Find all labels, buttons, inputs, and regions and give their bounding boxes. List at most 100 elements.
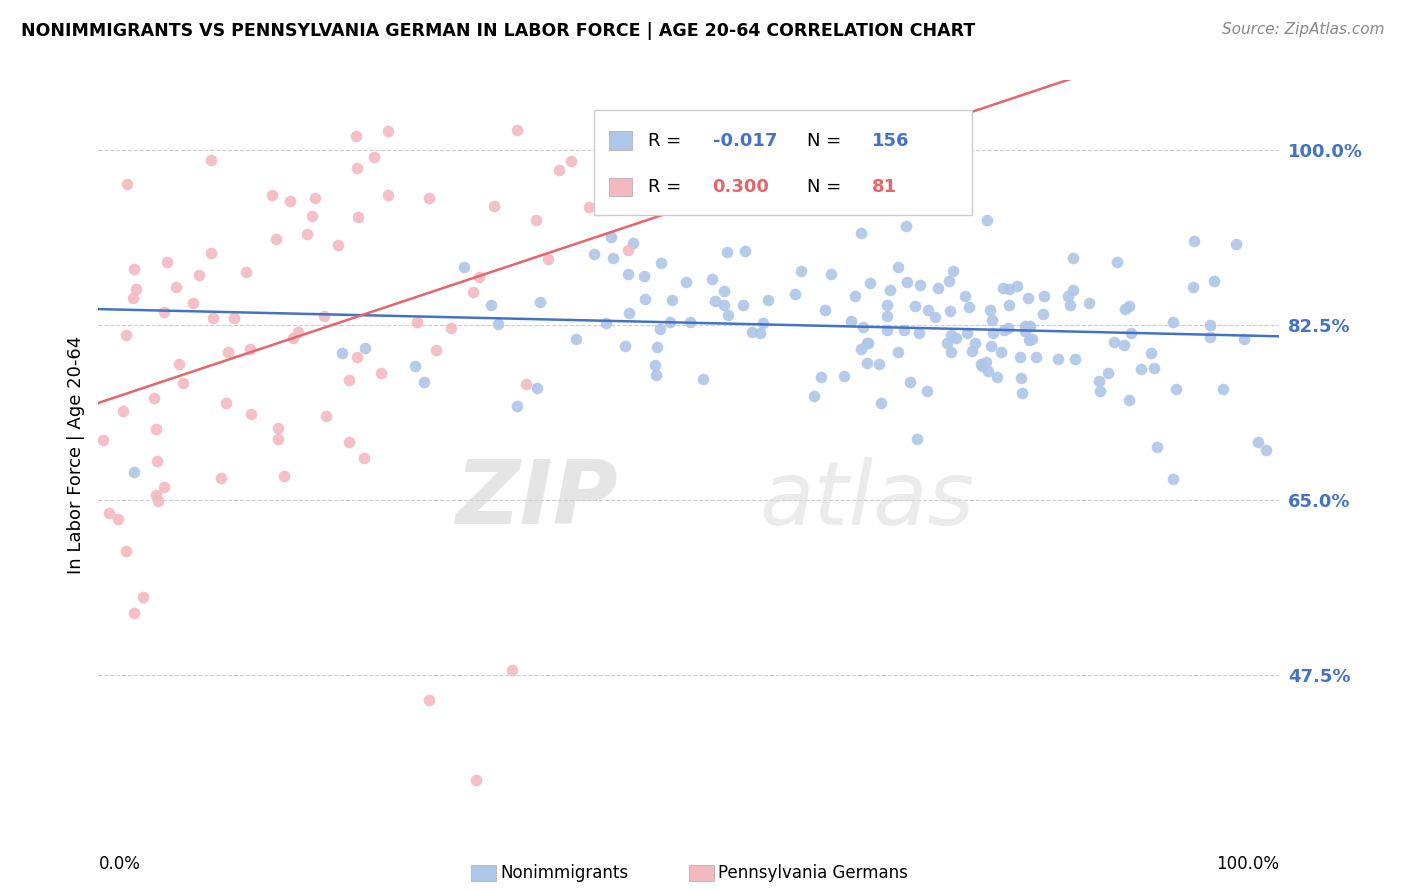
Point [941,264,963,278]
Point [692,123,714,137]
Point [1010,370,1032,384]
Point [370,366,392,380]
Point [852,320,875,334]
Point [614,339,637,353]
Point [224,311,246,326]
Point [1118,299,1140,313]
Point [506,123,529,137]
Point [650,256,672,270]
Point [267,421,290,435]
Point [418,692,440,706]
Point [700,271,723,285]
Point [898,375,921,389]
Point [1199,318,1222,332]
Text: 0.300: 0.300 [713,178,769,196]
Point [965,335,987,350]
Point [1088,384,1111,398]
Point [132,590,155,604]
Point [904,299,927,313]
Point [283,331,305,345]
Point [856,356,879,370]
Point [1063,351,1085,366]
Point [614,123,637,137]
Point [1010,350,1032,364]
Text: ZIP: ZIP [456,457,619,543]
Point [1057,289,1080,303]
Point [560,153,582,168]
Point [713,285,735,299]
Point [617,305,640,319]
Point [526,381,548,395]
Point [644,368,666,382]
Point [1247,435,1270,450]
Point [1019,318,1042,333]
Point [917,302,939,317]
Point [679,315,702,329]
Point [122,465,145,479]
FancyBboxPatch shape [595,111,973,215]
Point [107,512,129,526]
Text: Source: ZipAtlas.com: Source: ZipAtlas.com [1222,22,1385,37]
Point [1212,382,1234,396]
Point [991,281,1014,295]
Point [418,191,440,205]
Point [1025,350,1047,364]
Point [1112,338,1135,352]
Point [143,391,166,405]
Point [262,188,284,202]
Point [980,313,1002,327]
Point [1047,352,1070,367]
Point [578,200,600,214]
Point [412,376,434,390]
Point [344,128,367,143]
Point [315,409,337,423]
Point [201,311,224,326]
Point [181,295,204,310]
Point [998,298,1021,312]
Point [692,372,714,386]
Point [859,276,882,290]
Point [1161,473,1184,487]
Point [461,285,484,299]
Point [893,323,915,337]
Point [849,343,872,357]
Point [337,373,360,387]
Point [264,232,287,246]
Point [814,302,837,317]
Point [479,298,502,312]
Point [876,298,898,312]
Point [537,252,560,266]
Point [856,335,879,350]
Point [658,315,681,329]
Point [152,305,174,319]
Point [855,336,877,351]
Point [633,269,655,284]
Point [917,384,939,398]
Point [304,191,326,205]
Point [936,336,959,351]
Point [1140,345,1163,359]
Point [1161,315,1184,329]
Point [894,219,917,234]
Point [200,153,222,168]
Point [1119,326,1142,340]
Point [927,281,949,295]
Point [1059,298,1081,312]
Point [1143,360,1166,375]
Point [346,211,368,225]
Point [713,298,735,312]
Point [1018,333,1040,347]
Point [980,339,1002,353]
Point [467,270,489,285]
Point [295,227,318,241]
Point [981,326,1004,340]
Text: 100.0%: 100.0% [1216,855,1279,872]
Point [790,263,813,277]
Point [156,254,179,268]
Point [969,357,991,371]
Point [1017,291,1039,305]
Point [887,260,910,275]
Point [939,304,962,318]
Point [501,663,523,677]
Point [976,213,998,227]
